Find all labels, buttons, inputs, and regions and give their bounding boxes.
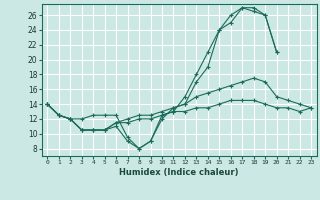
X-axis label: Humidex (Indice chaleur): Humidex (Indice chaleur) (119, 168, 239, 177)
